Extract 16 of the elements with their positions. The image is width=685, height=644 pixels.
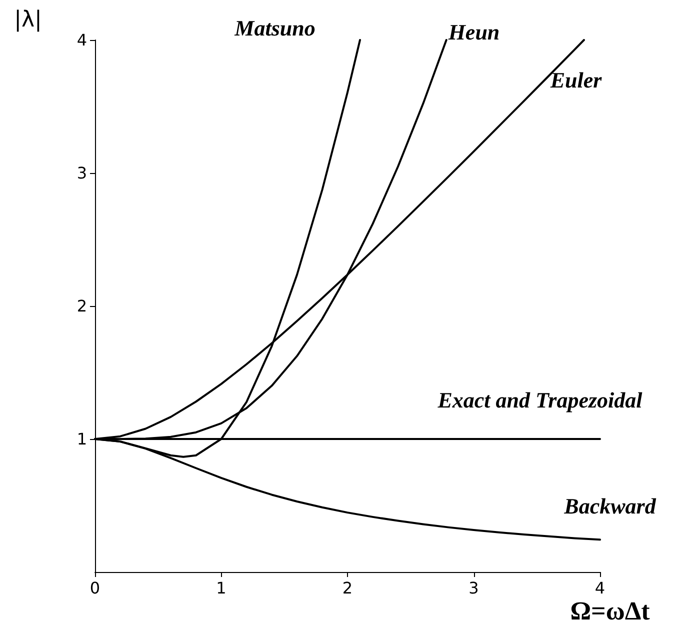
annotation: Euler	[549, 68, 602, 92]
x-tick-label: 3	[468, 578, 479, 598]
annotation: Backward	[563, 494, 657, 518]
y-tick-label: 2	[76, 296, 87, 316]
x-tick-label: 1	[216, 578, 226, 598]
x-tick-label: 2	[342, 578, 353, 598]
y-axis-title: |λ|	[14, 8, 42, 32]
annotation: Exact and Trapezoidal	[436, 388, 644, 412]
x-axis-title: Ω=ωΔt	[570, 596, 650, 626]
x-tick-label: 4	[594, 578, 606, 598]
x-tick-label: 0	[90, 578, 100, 598]
y-tick-label: 3	[76, 164, 87, 182]
y-tick-label: 4	[76, 30, 87, 50]
annotation: Matsuno	[234, 16, 316, 40]
y-tick-label: 1	[76, 430, 87, 448]
annotation: Heun	[447, 20, 500, 44]
